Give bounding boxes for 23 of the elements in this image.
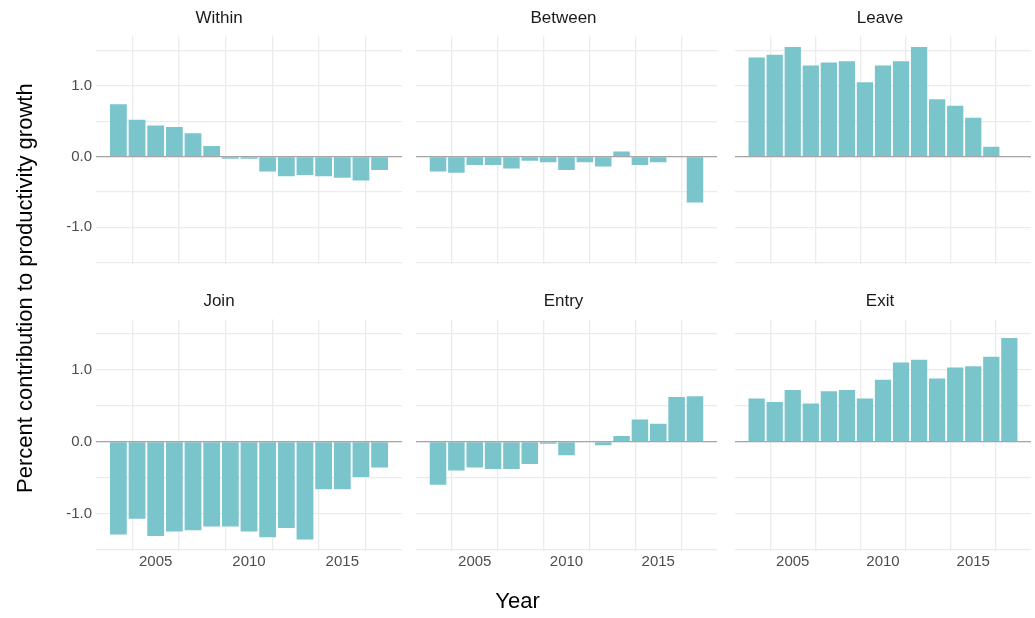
x-tick-label: 2005 bbox=[776, 552, 810, 570]
chart-title: Within bbox=[195, 7, 243, 27]
x-tick-label: 2015 bbox=[325, 552, 359, 570]
chart-title: Leave bbox=[856, 7, 904, 27]
x-tick-label: 2015 bbox=[956, 552, 990, 570]
x-tick-label: 2010 bbox=[549, 552, 584, 570]
chart-title: Entry bbox=[543, 290, 584, 310]
x-tick-label: 2005 bbox=[458, 552, 492, 570]
y-tick-label: 1.0 bbox=[71, 359, 92, 377]
chart-title: Exit bbox=[865, 290, 895, 310]
chart-title: Between bbox=[530, 7, 597, 27]
y-tick-label: -1.0 bbox=[66, 503, 92, 521]
y-tick-label: 1.0 bbox=[71, 76, 92, 94]
y-axis-title: Percent contribution to productivity growth bbox=[12, 83, 38, 493]
y-tick-label: 0.0 bbox=[71, 146, 92, 164]
chart-title: Join bbox=[203, 290, 235, 310]
x-tick-label: 2015 bbox=[641, 552, 675, 570]
x-tick-label: 2005 bbox=[139, 552, 173, 570]
x-axis-title: Year bbox=[494, 588, 541, 614]
x-tick-label: 2010 bbox=[232, 552, 266, 570]
x-tick-label: 2010 bbox=[866, 552, 900, 570]
y-tick-label: 0.0 bbox=[71, 431, 92, 449]
y-tick-label: -1.0 bbox=[66, 217, 92, 235]
